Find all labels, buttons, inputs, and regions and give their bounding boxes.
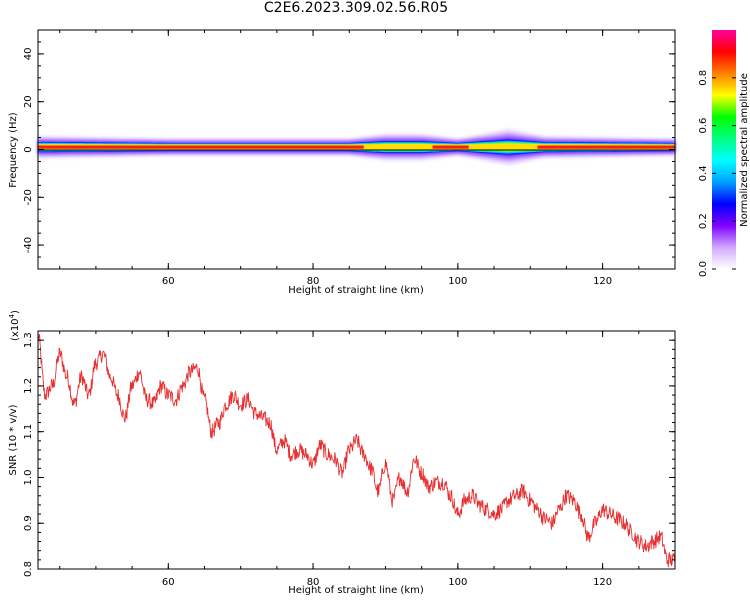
spectrogram-core <box>38 145 364 149</box>
colorbar: 0.0 0.2 0.4 0.6 0.8 Normalized spectral ampl… <box>698 30 750 277</box>
figure-title: C2E6.2023.309.02.56.R05 <box>263 0 449 16</box>
y-tick-label: -20 <box>23 189 34 205</box>
y-tick-label: 40 <box>23 48 34 61</box>
snr-ylabel: SNR (10 * v/v) <box>8 404 19 475</box>
colorbar-tick-label: 0.6 <box>698 118 709 134</box>
y-tick-label: 0 <box>23 146 34 152</box>
colorbar-tick-label: 0.0 <box>698 261 709 277</box>
snr-multiplier-exp: 4 <box>8 313 16 318</box>
svg-text:(x104): (x104) <box>8 310 21 341</box>
y-tick-label: 20 <box>23 95 34 108</box>
y-tick-label: 1.3 <box>23 332 34 348</box>
x-tick-label: 60 <box>162 276 175 287</box>
snr-multiplier: (x104) <box>8 310 21 341</box>
y-tick-label: 0.9 <box>23 515 34 531</box>
colorbar-label: Normalized spectral amplitude <box>739 73 750 227</box>
x-tick-label: 80 <box>307 276 320 287</box>
x-tick-label: 60 <box>162 577 175 588</box>
snr-series-line <box>37 333 676 568</box>
y-tick-label: 1.0 <box>23 470 34 486</box>
spectrogram-core <box>537 145 675 149</box>
snr-xlabel: Height of straight line (km) <box>288 585 424 596</box>
colorbar-ticks: 0.0 0.2 0.4 0.6 0.8 <box>698 70 736 277</box>
y-tick-label: 0.8 <box>23 561 34 577</box>
x-tick-label: 80 <box>307 577 320 588</box>
spectrogram-core <box>432 145 469 149</box>
colorbar-tick-label: 0.2 <box>698 213 709 229</box>
x-tick-label: 100 <box>448 276 467 287</box>
snr-frame <box>37 330 676 570</box>
snr-axis-ticks: 60 80 100 120 0.8 0.9 1.0 1.1 1.2 1.3 <box>23 331 676 588</box>
y-tick-label: 1.2 <box>23 378 34 394</box>
spectrogram-band <box>38 128 675 166</box>
colorbar-tick-label: 0.8 <box>698 70 709 86</box>
x-tick-label: 100 <box>448 577 467 588</box>
colorbar-tick-label: 0.4 <box>698 165 709 181</box>
snr-multiplier-base: (x10 <box>10 318 21 341</box>
spectrogram-xlabel: Height of straight line (km) <box>288 285 424 296</box>
colorbar-gradient <box>712 30 736 269</box>
x-tick-label: 120 <box>593 276 612 287</box>
x-tick-label: 120 <box>593 577 612 588</box>
y-tick-label: 1.1 <box>23 424 34 440</box>
spectrogram-axis-ticks: 60 80 100 120 40 20 0 -20 -40 <box>23 29 676 287</box>
snr-multiplier-close: ) <box>10 310 21 314</box>
snr-panel: 60 80 100 120 0.8 0.9 1.0 1.1 1.2 1.3 Height of s… <box>8 310 676 596</box>
y-tick-label: -40 <box>23 237 34 253</box>
spectrogram-panel: 60 80 100 120 40 20 0 -20 -40 Height of straight… <box>8 29 676 296</box>
spectrogram-ylabel: Frequency (Hz) <box>8 112 19 188</box>
